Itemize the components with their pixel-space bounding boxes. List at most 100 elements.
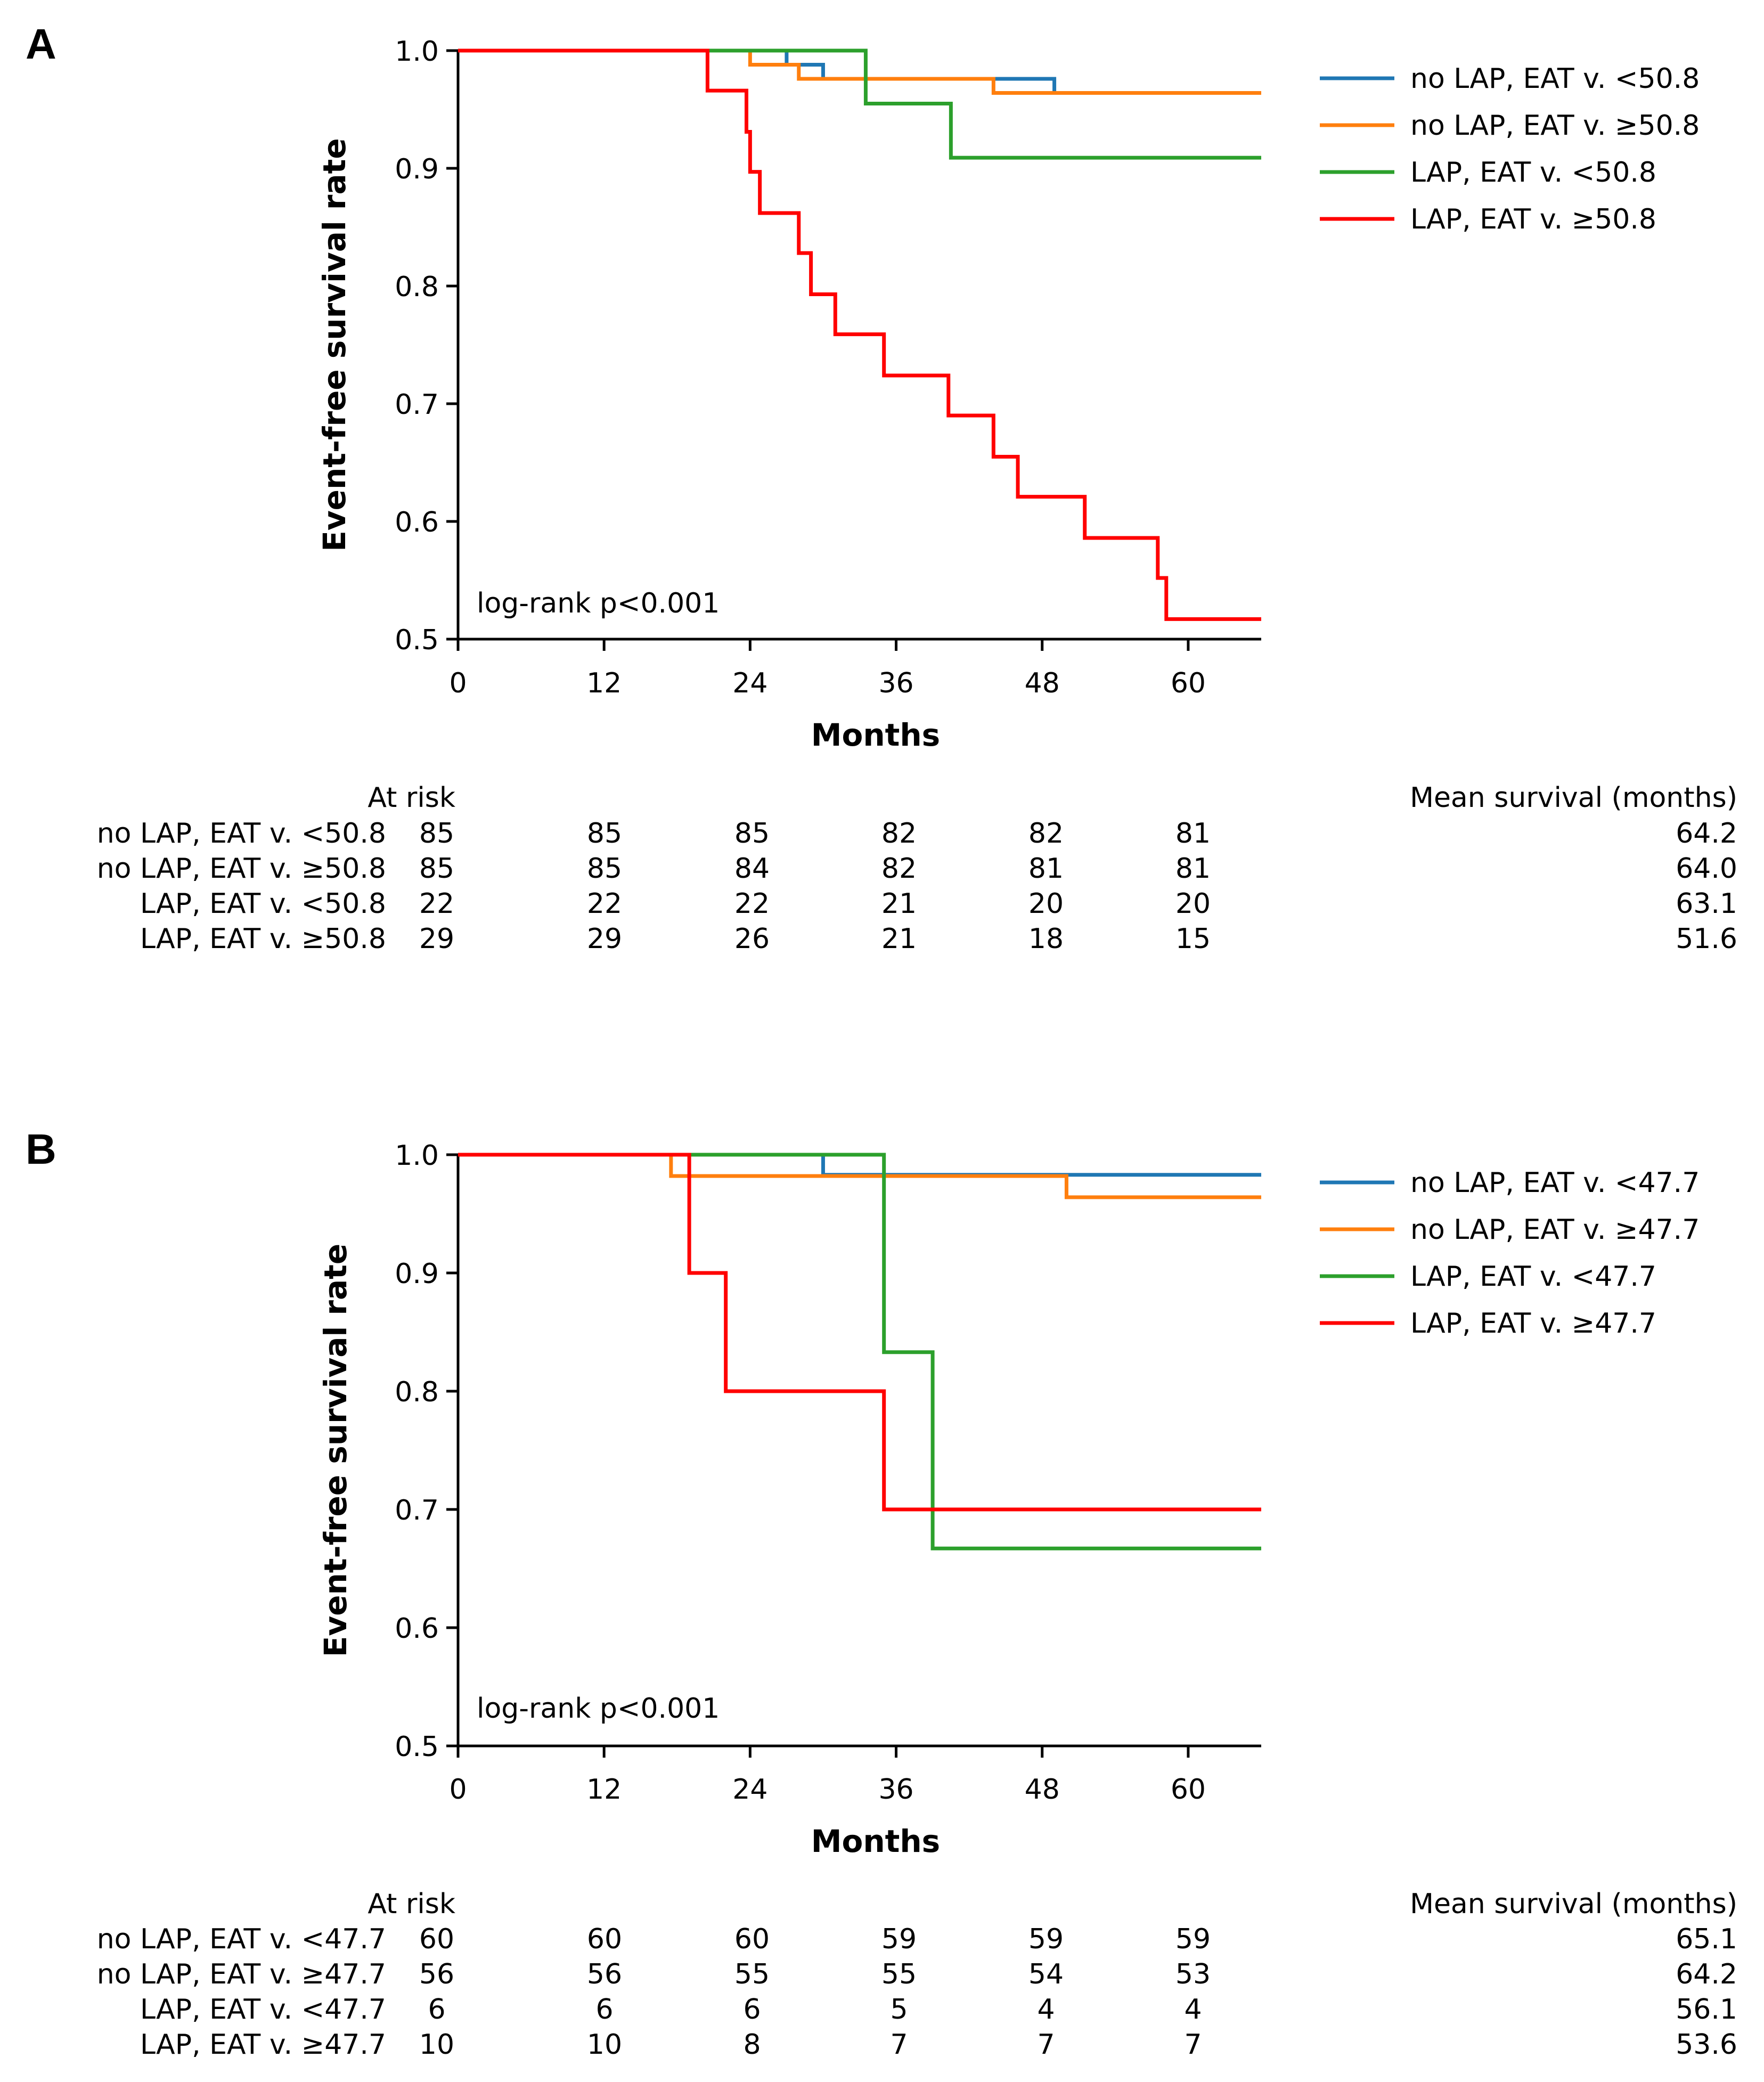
at-risk-row-label: no LAP, EAT v. ≥47.7 (97, 1958, 386, 1990)
legend-entry: LAP, EAT v. <47.7 (1410, 1261, 1656, 1293)
at-risk-count: 7 (1184, 2029, 1202, 2061)
x-tick-label: 60 (1171, 667, 1206, 699)
at-risk-count: 82 (1028, 818, 1064, 850)
at-risk-count: 7 (890, 2029, 908, 2061)
y-axis-title: Event-free survival rate (316, 138, 353, 552)
y-tick-label: 1.0 (395, 1140, 439, 1172)
at-risk-count: 56 (587, 1958, 622, 1990)
legend-entry: LAP, EAT v. <50.8 (1410, 157, 1656, 189)
x-tick-label: 12 (586, 667, 622, 699)
at-risk-count: 55 (881, 1958, 917, 1990)
at-risk-count: 60 (419, 1923, 454, 1955)
survival-curve-3 (458, 48, 1261, 160)
at-risk-header: At risk (368, 782, 455, 814)
survival-curve-2 (458, 48, 1261, 95)
survival-curve-1 (458, 1153, 1261, 1177)
at-risk-row-label: LAP, EAT v. ≥50.8 (140, 923, 386, 955)
x-axis-title: Months (811, 717, 940, 753)
at-risk-count: 18 (1028, 923, 1064, 955)
legend-entry: no LAP, EAT v. <47.7 (1410, 1167, 1700, 1199)
x-tick-label: 48 (1025, 1774, 1060, 1806)
survival-curve-4 (458, 1153, 1261, 1512)
at-risk-row-label: LAP, EAT v. <47.7 (140, 1994, 386, 2026)
at-risk-count: 10 (419, 2029, 454, 2061)
at-risk-count: 29 (587, 923, 622, 955)
panel-a: A 0.5 0.6 0.7 0.8 0.9 1.0 0 12 24 36 48 60 Months Even… (26, 20, 1737, 955)
at-risk-header: At risk (368, 1888, 455, 1920)
log-rank-annotation: log-rank p<0.001 (477, 1693, 720, 1725)
y-axis-title: Event-free survival rate (317, 1244, 354, 1658)
at-risk-count: 5 (890, 1994, 908, 2026)
at-risk-count: 20 (1175, 888, 1211, 920)
survival-curve-3 (458, 1153, 1261, 1550)
survival-curve-1 (458, 48, 1261, 95)
at-risk-count: 10 (587, 2029, 622, 2061)
x-tick-label: 24 (732, 1774, 767, 1806)
legend-entry: no LAP, EAT v. ≥50.8 (1410, 110, 1700, 142)
survival-curve-4 (458, 48, 1261, 621)
x-tick-label: 48 (1025, 667, 1060, 699)
panel-label: A (26, 20, 56, 68)
at-risk-count: 26 (734, 923, 770, 955)
y-tick-label: 0.5 (395, 624, 439, 656)
at-risk-count: 54 (1028, 1958, 1064, 1990)
at-risk-count: 6 (428, 1994, 445, 2026)
at-risk-count: 21 (881, 888, 917, 920)
legend-entry: no LAP, EAT v. <50.8 (1410, 63, 1700, 95)
mean-survival-value: 56.1 (1676, 1994, 1737, 2026)
at-risk-count: 85 (734, 818, 770, 850)
y-tick-label: 1.0 (395, 36, 439, 68)
at-risk-count: 4 (1037, 1994, 1055, 2026)
panel-label: B (26, 1125, 56, 1173)
at-risk-row-label: no LAP, EAT v. ≥50.8 (97, 853, 386, 885)
at-risk-count: 85 (419, 818, 454, 850)
at-risk-count: 22 (587, 888, 622, 920)
y-tick-label: 0.6 (395, 507, 439, 538)
legend-entry: LAP, EAT v. ≥50.8 (1410, 203, 1656, 235)
at-risk-row-label: LAP, EAT v. <50.8 (140, 888, 386, 920)
at-risk-count: 20 (1028, 888, 1064, 920)
at-risk-row-label: LAP, EAT v. ≥47.7 (140, 2029, 386, 2061)
at-risk-count: 59 (881, 1923, 917, 1955)
y-tick-label: 0.8 (395, 1376, 439, 1408)
mean-survival-value: 64.0 (1676, 853, 1737, 885)
mean-survival-value: 63.1 (1676, 888, 1737, 920)
mean-survival-value: 65.1 (1676, 1923, 1737, 1955)
mean-survival-header: Mean survival (months) (1410, 782, 1737, 814)
at-risk-count: 15 (1175, 923, 1211, 955)
at-risk-count: 84 (734, 853, 770, 885)
mean-survival-header: Mean survival (months) (1410, 1888, 1737, 1920)
at-risk-count: 29 (419, 923, 454, 955)
y-tick-label: 0.8 (395, 271, 439, 303)
x-tick-label: 0 (449, 667, 467, 699)
at-risk-count: 60 (587, 1923, 622, 1955)
at-risk-count: 4 (1184, 1994, 1202, 2026)
y-tick-label: 0.9 (395, 153, 439, 185)
at-risk-count: 81 (1028, 853, 1064, 885)
x-tick-label: 36 (878, 667, 913, 699)
mean-survival-value: 53.6 (1676, 2029, 1737, 2061)
y-tick-label: 0.7 (395, 1495, 439, 1526)
x-axis-title: Months (811, 1823, 940, 1859)
at-risk-count: 60 (734, 1923, 770, 1955)
at-risk-count: 22 (734, 888, 770, 920)
legend-entry: no LAP, EAT v. ≥47.7 (1410, 1214, 1700, 1246)
x-tick-label: 24 (732, 667, 767, 699)
panel-b: B0.50.60.70.80.91.00 12 24 36 48 60MonthsEven… (26, 1125, 1737, 2061)
x-tick-label: 0 (449, 1774, 467, 1806)
log-rank-annotation: log-rank p<0.001 (477, 587, 720, 619)
at-risk-count: 59 (1175, 1923, 1211, 1955)
x-tick-label: 60 (1171, 1774, 1206, 1806)
at-risk-count: 53 (1175, 1958, 1211, 1990)
y-tick-label: 0.5 (395, 1731, 439, 1763)
at-risk-count: 8 (743, 2029, 761, 2061)
y-tick-label: 0.9 (395, 1258, 439, 1290)
at-risk-count: 21 (881, 923, 917, 955)
mean-survival-value: 64.2 (1676, 1958, 1737, 1990)
mean-survival-value: 51.6 (1676, 923, 1737, 955)
at-risk-count: 82 (881, 853, 917, 885)
at-risk-count: 85 (587, 818, 622, 850)
at-risk-count: 7 (1037, 2029, 1055, 2061)
at-risk-count: 82 (881, 818, 917, 850)
